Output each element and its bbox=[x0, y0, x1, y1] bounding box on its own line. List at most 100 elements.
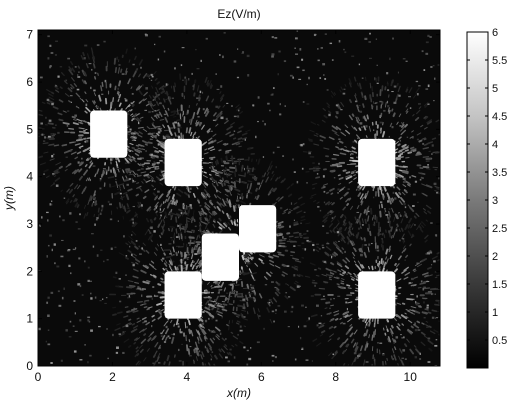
field-speckle bbox=[160, 90, 165, 94]
colorbar-tick-label: 3.5 bbox=[492, 167, 507, 179]
field-speckle bbox=[238, 145, 242, 148]
field-speckle bbox=[322, 213, 328, 219]
field-speckle bbox=[202, 108, 205, 111]
field-speckle bbox=[396, 223, 399, 228]
field-speckle bbox=[202, 310, 205, 314]
field-speckle bbox=[168, 129, 171, 131]
x-axis: 0 2 4 6 8 10 bbox=[35, 30, 417, 384]
field-speckle bbox=[332, 353, 335, 356]
field-speckle bbox=[190, 254, 194, 260]
field-speckle bbox=[388, 109, 391, 114]
field-speckle bbox=[148, 110, 151, 114]
field-speckle bbox=[124, 178, 130, 181]
field-speckle bbox=[419, 172, 423, 174]
field-speckle bbox=[192, 210, 195, 217]
field-speckle bbox=[126, 209, 131, 214]
field-speckle bbox=[146, 280, 151, 283]
field-speckle bbox=[398, 113, 402, 118]
field-speckle bbox=[361, 264, 365, 269]
field-speckle bbox=[150, 106, 154, 111]
field-speckle bbox=[201, 172, 204, 176]
field-speckle bbox=[295, 280, 299, 284]
field-speckle bbox=[355, 116, 358, 120]
field-speckle bbox=[211, 231, 214, 233]
field-speckle bbox=[359, 110, 363, 113]
field-speckle bbox=[330, 262, 335, 266]
field-speckle bbox=[163, 50, 166, 53]
field-speckle bbox=[125, 193, 130, 201]
field-speckle bbox=[292, 158, 294, 161]
field-speckle bbox=[93, 63, 96, 68]
field-speckle bbox=[62, 73, 65, 77]
field-speckle bbox=[242, 317, 248, 321]
field-speckle bbox=[426, 304, 429, 307]
field-speckle bbox=[388, 230, 391, 233]
field-speckle bbox=[396, 302, 402, 305]
field-speckle bbox=[380, 189, 383, 195]
field-speckle bbox=[205, 300, 209, 305]
field-speckle bbox=[70, 272, 72, 275]
field-speckle bbox=[149, 174, 154, 179]
colorbar-gradient bbox=[466, 31, 489, 369]
field-speckle bbox=[187, 206, 191, 208]
field-speckle bbox=[171, 333, 174, 335]
field-speckle bbox=[421, 258, 427, 263]
field-speckle bbox=[223, 287, 227, 292]
field-speckle bbox=[414, 116, 420, 121]
field-speckle bbox=[332, 229, 336, 234]
field-speckle bbox=[263, 172, 267, 178]
field-speckle bbox=[166, 320, 169, 323]
field-speckle bbox=[151, 184, 154, 188]
field-speckle bbox=[131, 114, 137, 118]
field-speckle bbox=[364, 329, 369, 337]
field-speckle bbox=[362, 103, 365, 108]
field-speckle bbox=[88, 321, 91, 323]
field-speckle bbox=[249, 251, 253, 255]
field-speckle bbox=[385, 258, 389, 265]
field-speckle bbox=[84, 91, 87, 95]
field-speckle bbox=[188, 127, 192, 134]
field-speckle bbox=[207, 204, 211, 208]
field-speckle bbox=[244, 257, 248, 263]
field-speckle bbox=[164, 198, 168, 203]
field-speckle bbox=[288, 209, 293, 213]
field-speckle bbox=[131, 253, 133, 257]
field-speckle bbox=[152, 274, 157, 278]
field-speckle bbox=[309, 196, 314, 200]
field-speckle bbox=[408, 217, 413, 224]
field-speckle bbox=[170, 319, 173, 324]
field-speckle bbox=[327, 338, 332, 342]
field-speckle bbox=[356, 156, 358, 159]
field-speckle bbox=[357, 82, 359, 87]
field-speckle bbox=[200, 193, 205, 199]
field-speckle bbox=[202, 141, 208, 146]
field-speckle bbox=[363, 209, 367, 214]
field-speckle bbox=[275, 287, 280, 291]
field-speckle bbox=[144, 229, 149, 236]
field-speckle bbox=[219, 332, 222, 336]
field-speckle bbox=[114, 85, 117, 91]
field-speckle bbox=[356, 204, 360, 210]
field-speckle bbox=[434, 185, 440, 189]
field-speckle bbox=[81, 119, 87, 123]
field-speckle bbox=[323, 260, 327, 264]
field-speckle bbox=[155, 166, 157, 170]
field-speckle bbox=[156, 113, 160, 119]
field-speckle bbox=[293, 202, 298, 205]
field-speckle bbox=[416, 295, 418, 298]
field-speckle bbox=[344, 51, 347, 54]
field-speckle bbox=[213, 194, 217, 199]
field-speckle bbox=[85, 99, 89, 103]
field-speckle bbox=[289, 238, 291, 241]
field-speckle bbox=[208, 140, 214, 145]
field-speckle bbox=[317, 59, 320, 62]
field-speckle bbox=[204, 306, 211, 311]
field-speckle bbox=[281, 236, 284, 239]
field-speckle bbox=[364, 218, 367, 225]
field-speckle bbox=[159, 203, 163, 208]
field-speckle bbox=[117, 220, 119, 222]
field-speckle bbox=[340, 232, 345, 240]
field-speckle bbox=[335, 115, 339, 119]
field-speckle bbox=[137, 134, 143, 138]
field-speckle bbox=[370, 242, 373, 245]
